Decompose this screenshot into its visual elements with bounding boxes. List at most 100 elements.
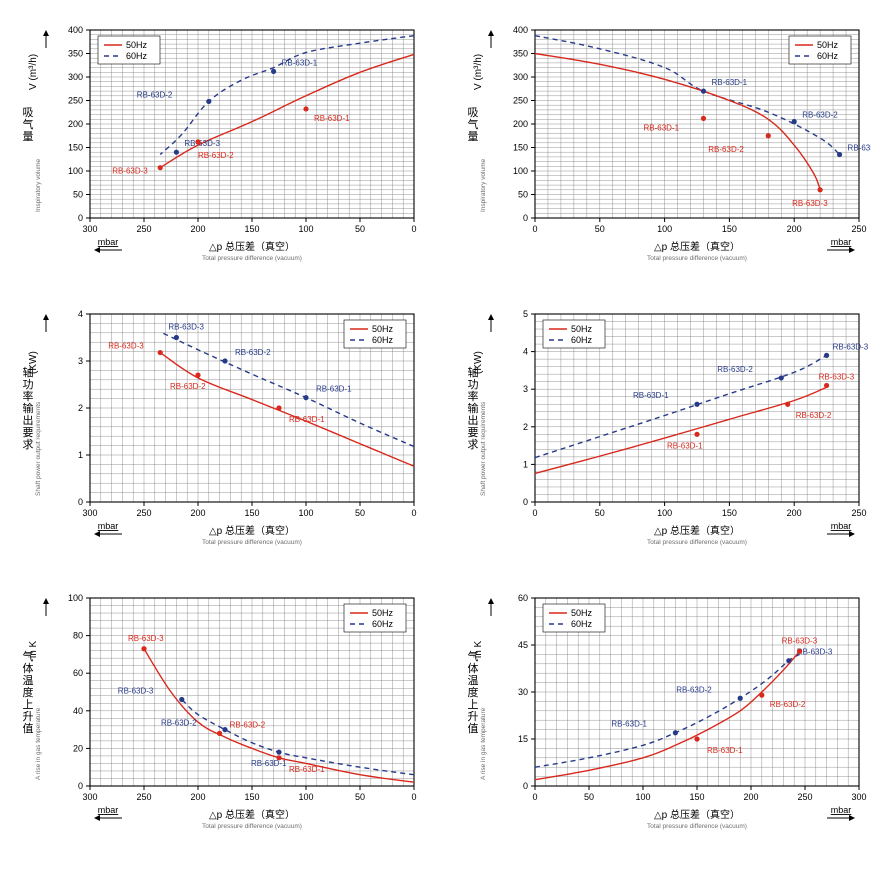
svg-text:升: 升 — [23, 710, 34, 723]
x-ticks: 050100150200250300 — [82, 786, 416, 802]
y-ticks: 050100150200250300350400 — [513, 25, 535, 223]
y-axis-label: V (m³/h)吸气量Inspiratory volume — [23, 30, 50, 212]
svg-text:0: 0 — [532, 792, 537, 802]
svg-text:1: 1 — [78, 450, 83, 460]
data-marker — [673, 730, 678, 735]
svg-text:0: 0 — [523, 213, 528, 223]
svg-text:250: 250 — [68, 96, 83, 106]
legend-60hz: 60Hz — [571, 335, 593, 345]
svg-text:吸: 吸 — [468, 107, 479, 119]
svg-text:300: 300 — [851, 792, 866, 802]
data-label: RB-63D-2 — [676, 685, 712, 694]
svg-text:50: 50 — [518, 190, 528, 200]
svg-text:气: 气 — [23, 117, 34, 131]
svg-text:200: 200 — [513, 119, 528, 129]
svg-text:气: 气 — [468, 649, 479, 663]
data-marker — [276, 750, 281, 755]
x-unit: mbar — [831, 237, 852, 247]
x-cn: △p 总压差（真空） — [654, 808, 740, 821]
data-label: RB-63D-3 — [118, 687, 154, 696]
data-marker — [837, 152, 842, 157]
data-marker — [701, 89, 706, 94]
svg-text:350: 350 — [68, 49, 83, 59]
data-marker — [158, 350, 163, 355]
legend: 50Hz60Hz — [789, 36, 851, 64]
data-label: RB-63D-1 — [643, 123, 679, 132]
data-marker — [694, 402, 699, 407]
y-axis-label: in K气体温度上升值A rise in gas temperature — [23, 598, 50, 780]
x-cn: △p 总压差（真空） — [209, 240, 295, 253]
svg-text:300: 300 — [82, 508, 97, 518]
legend-50hz: 50Hz — [372, 608, 394, 618]
svg-text:20: 20 — [73, 743, 83, 753]
data-marker — [217, 731, 222, 736]
data-marker — [303, 106, 308, 111]
data-label: RB-63D-3 — [797, 648, 833, 657]
y-ticks: 01234 — [78, 309, 90, 507]
y-en: Inspiratory volume — [480, 159, 487, 212]
svg-text:出: 出 — [23, 413, 34, 427]
svg-text:100: 100 — [298, 792, 313, 802]
data-label: RB-63D-2 — [170, 382, 206, 391]
data-label: RB-63D-3 — [128, 634, 164, 643]
svg-text:50: 50 — [355, 508, 365, 518]
data-marker — [195, 373, 200, 378]
y-ticks: 015304560 — [518, 593, 535, 791]
x-cn: △p 总压差（真空） — [654, 240, 740, 253]
x-unit: mbar — [98, 521, 119, 531]
svg-text:50: 50 — [355, 792, 365, 802]
x-unit: mbar — [831, 521, 852, 531]
svg-text:100: 100 — [635, 792, 650, 802]
legend-50hz: 50Hz — [126, 40, 148, 50]
arrow-right-icon — [849, 531, 855, 537]
data-marker — [276, 405, 281, 410]
svg-text:输: 输 — [468, 401, 479, 415]
svg-text:150: 150 — [722, 224, 737, 234]
svg-text:输: 输 — [23, 401, 34, 415]
data-marker — [701, 116, 706, 121]
chart-panel: 050100150200250300015304560RB-63D-1RB-63… — [461, 584, 876, 844]
data-label: RB-63D-2 — [161, 719, 197, 728]
svg-text:60: 60 — [73, 668, 83, 678]
svg-text:轴: 轴 — [23, 365, 34, 379]
data-marker — [206, 99, 211, 104]
svg-text:求: 求 — [468, 438, 479, 451]
svg-text:200: 200 — [190, 508, 205, 518]
svg-text:150: 150 — [689, 792, 704, 802]
svg-text:30: 30 — [518, 687, 528, 697]
svg-text:升: 升 — [468, 710, 479, 723]
x-en: Total pressure difference (vacuum) — [647, 823, 747, 830]
data-marker — [818, 187, 823, 192]
data-label: RB-63D-2 — [198, 151, 234, 160]
chart-temp_reverse: 050100150200250300020406080100RB-63D-1RB… — [16, 584, 426, 844]
svg-text:400: 400 — [68, 25, 83, 35]
chart-pow_forward: 050100150200250012345RB-63D-1RB-63D-2RB-… — [461, 300, 871, 560]
data-marker — [179, 697, 184, 702]
svg-text:60: 60 — [518, 593, 528, 603]
svg-text:250: 250 — [513, 96, 528, 106]
data-label: RB-63D-3 — [848, 144, 871, 153]
data-label: RB-63D-3 — [782, 636, 818, 645]
svg-text:1: 1 — [523, 459, 528, 469]
y-en: A rise in gas temperature — [35, 707, 42, 780]
data-label: RB-63D-3 — [112, 167, 148, 176]
svg-text:温: 温 — [468, 674, 479, 687]
svg-text:300: 300 — [82, 224, 97, 234]
svg-text:要: 要 — [468, 426, 479, 439]
data-marker — [792, 119, 797, 124]
svg-text:150: 150 — [244, 792, 259, 802]
svg-text:4: 4 — [78, 309, 83, 319]
svg-text:2: 2 — [523, 422, 528, 432]
arrow-left-icon — [94, 815, 100, 821]
svg-text:300: 300 — [68, 72, 83, 82]
line-50hz — [535, 387, 827, 473]
data-marker — [694, 736, 699, 741]
svg-text:50: 50 — [584, 792, 594, 802]
chart-panel: 0501001502002503000501001502002503003504… — [16, 16, 431, 276]
legend-60hz: 60Hz — [372, 619, 394, 629]
svg-text:200: 200 — [787, 508, 802, 518]
x-en: Total pressure difference (vacuum) — [647, 255, 747, 262]
svg-text:0: 0 — [78, 497, 83, 507]
legend-60hz: 60Hz — [817, 51, 839, 61]
svg-text:体: 体 — [468, 661, 479, 675]
